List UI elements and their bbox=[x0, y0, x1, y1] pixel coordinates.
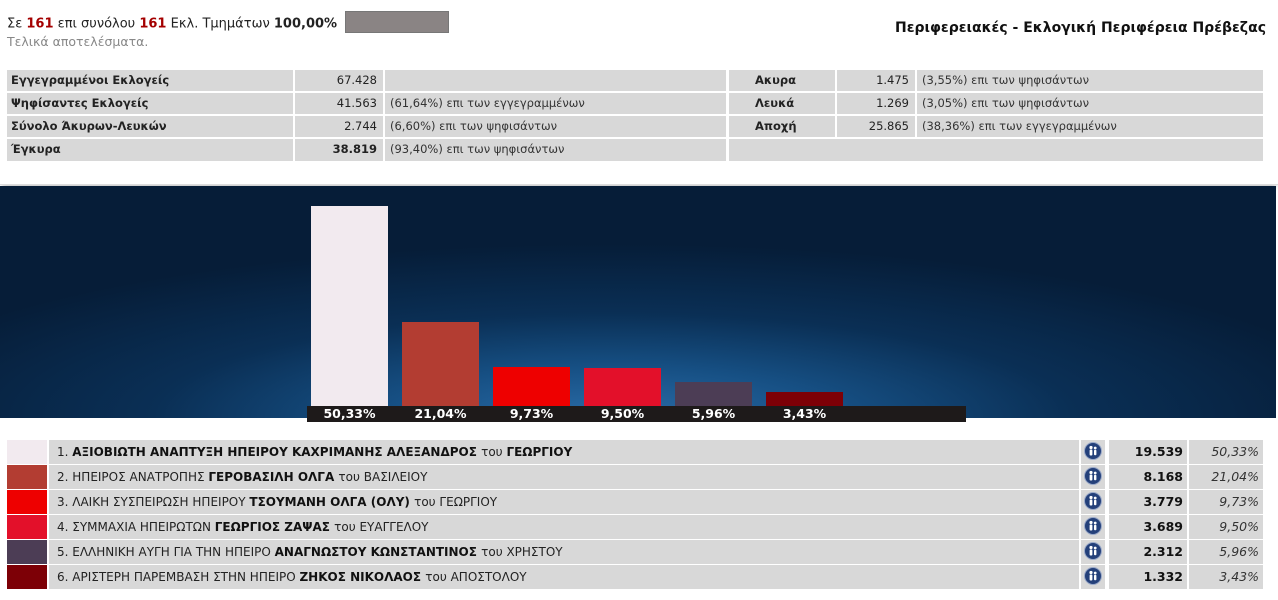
vote-percent: 21,04% bbox=[1189, 465, 1263, 489]
abstention-label: Αποχή bbox=[729, 116, 835, 137]
result-row: 6. ΑΡΙΣΤΕΡΗ ΠΑΡΕΜΒΑΣΗ ΣΤΗΝ ΗΠΕΙΡΟ ΖΗΚΟΣ … bbox=[7, 565, 1263, 589]
bar-label-6: 3,43% bbox=[782, 406, 827, 421]
invalid-label: Ακυρα bbox=[729, 70, 835, 91]
vote-percent: 5,96% bbox=[1189, 540, 1263, 564]
abstention-note: (38,36%) επι των εγγεγραμμένων bbox=[917, 116, 1263, 137]
candidate-info-cell[interactable] bbox=[1081, 515, 1105, 539]
bar-label-5: 5,96% bbox=[691, 406, 736, 421]
color-swatch bbox=[7, 515, 47, 539]
candidate-name: 4. ΣΥΜΜΑΧΙΑ ΗΠΕΙΡΩΤΩΝ ΓΕΩΡΓΙΟΣ ΖΑΨΑΣ του… bbox=[49, 515, 1079, 539]
bar-6 bbox=[766, 392, 843, 406]
vote-count: 3.689 bbox=[1109, 515, 1187, 539]
bar-label-1: 50,33% bbox=[323, 406, 376, 421]
candidate-info-cell[interactable] bbox=[1081, 465, 1105, 489]
candidate-name: 1. ΑΞΙΟΒΙΩΤΗ ΑΝΑΠΤΥΞΗ ΗΠΕΙΡΟΥ ΚΑΧΡΙΜΑΝΗΣ… bbox=[49, 440, 1079, 464]
invalid-note: (3,55%) επι των ψηφισάντων bbox=[917, 70, 1263, 91]
abstention-value: 25.865 bbox=[837, 116, 915, 137]
color-swatch bbox=[7, 490, 47, 514]
results-chart bbox=[0, 186, 1276, 418]
candidate-info-cell[interactable] bbox=[1081, 440, 1105, 464]
page-title: Περιφερειακές - Εκλογική Περιφέρεια Πρέβ… bbox=[894, 20, 1266, 36]
person-icon[interactable] bbox=[1084, 467, 1102, 485]
header: Σε 161 επι συνόλου 161 Εκλ. Τμημάτων 100… bbox=[0, 0, 1278, 60]
person-icon[interactable] bbox=[1084, 542, 1102, 560]
color-swatch bbox=[7, 440, 47, 464]
percent-strip bbox=[307, 406, 966, 422]
color-swatch bbox=[7, 565, 47, 589]
vote-percent: 50,33% bbox=[1189, 440, 1263, 464]
registered-note bbox=[385, 70, 726, 91]
blank-value: 1.269 bbox=[837, 93, 915, 114]
person-icon[interactable] bbox=[1084, 567, 1102, 585]
invalid-blank-value: 2.744 bbox=[295, 116, 383, 137]
voted-label: Ψηφίσαντες Εκλογείς bbox=[7, 93, 293, 114]
candidate-name: 5. ΕΛΛΗΝΙΚΗ ΑΥΓΗ ΓΙΑ ΤΗΝ ΗΠΕΙΡΟ ΑΝΑΓΝΩΣΤ… bbox=[49, 540, 1079, 564]
bar-label-4: 9,50% bbox=[600, 406, 645, 421]
bar-5 bbox=[675, 382, 752, 406]
result-row: 3. ΛΑΙΚΗ ΣΥΣΠΕΙΡΩΣΗ ΗΠΕΙΡΟΥ ΤΣΟΥΜΑΝΗ ΟΛΓ… bbox=[7, 490, 1263, 514]
blank-note: (3,05%) επι των ψηφισάντων bbox=[917, 93, 1263, 114]
vote-count: 1.332 bbox=[1109, 565, 1187, 589]
progress-unit: Εκλ. Τμημάτων bbox=[170, 16, 270, 32]
vote-percent: 9,50% bbox=[1189, 515, 1263, 539]
status-text: Τελικά αποτελέσματα. bbox=[7, 34, 149, 49]
color-swatch bbox=[7, 540, 47, 564]
valid-value: 38.819 bbox=[295, 139, 383, 161]
total-stations: 161 bbox=[139, 16, 167, 32]
bar-3 bbox=[493, 367, 570, 406]
invalid-value: 1.475 bbox=[837, 70, 915, 91]
vote-count: 2.312 bbox=[1109, 540, 1187, 564]
bar-label-2: 21,04% bbox=[414, 406, 467, 421]
candidate-info-cell[interactable] bbox=[1081, 490, 1105, 514]
result-row: 4. ΣΥΜΜΑΧΙΑ ΗΠΕΙΡΩΤΩΝ ΓΕΩΡΓΙΟΣ ΖΑΨΑΣ του… bbox=[7, 515, 1263, 539]
blank-label: Λευκά bbox=[729, 93, 835, 114]
bar-4 bbox=[584, 368, 661, 406]
count-progress: Σε 161 επι συνόλου 161 Εκλ. Τμημάτων 100… bbox=[7, 11, 450, 35]
registered-value: 67.428 bbox=[295, 70, 383, 91]
vote-percent: 9,73% bbox=[1189, 490, 1263, 514]
counted-stations: 161 bbox=[26, 16, 54, 32]
valid-note: (93,40%) επι των ψηφισάντων bbox=[385, 139, 726, 161]
result-row: 2. ΗΠΕΙΡΟΣ ΑΝΑΤΡΟΠΗΣ ΓΕΡΟΒΑΣΙΛΗ ΟΛΓΑ του… bbox=[7, 465, 1263, 489]
vote-count: 8.168 bbox=[1109, 465, 1187, 489]
bar-label-3: 9,73% bbox=[509, 406, 554, 421]
progress-prefix: Σε bbox=[7, 16, 23, 32]
candidate-name: 2. ΗΠΕΙΡΟΣ ΑΝΑΤΡΟΠΗΣ ΓΕΡΟΒΑΣΙΛΗ ΟΛΓΑ του… bbox=[49, 465, 1079, 489]
vote-count: 3.779 bbox=[1109, 490, 1187, 514]
bar-1 bbox=[311, 206, 388, 406]
candidate-name: 3. ΛΑΙΚΗ ΣΥΣΠΕΙΡΩΣΗ ΗΠΕΙΡΟΥ ΤΣΟΥΜΑΝΗ ΟΛΓ… bbox=[49, 490, 1079, 514]
person-icon[interactable] bbox=[1084, 492, 1102, 510]
color-swatch bbox=[7, 465, 47, 489]
progress-mid: επι συνόλου bbox=[57, 16, 136, 32]
candidate-name: 6. ΑΡΙΣΤΕΡΗ ΠΑΡΕΜΒΑΣΗ ΣΤΗΝ ΗΠΕΙΡΟ ΖΗΚΟΣ … bbox=[49, 565, 1079, 589]
vote-count: 19.539 bbox=[1109, 440, 1187, 464]
empty-cell bbox=[729, 139, 1263, 161]
result-row: 1. ΑΞΙΟΒΙΩΤΗ ΑΝΑΠΤΥΞΗ ΗΠΕΙΡΟΥ ΚΑΧΡΙΜΑΝΗΣ… bbox=[7, 440, 1263, 464]
stats-table: Εγγεγραμμένοι Εκλογείς 67.428 Ψηφίσαντες… bbox=[0, 64, 1278, 185]
voted-note: (61,64%) επι των εγγεγραμμένων bbox=[385, 93, 726, 114]
result-row: 5. ΕΛΛΗΝΙΚΗ ΑΥΓΗ ΓΙΑ ΤΗΝ ΗΠΕΙΡΟ ΑΝΑΓΝΩΣΤ… bbox=[7, 540, 1263, 564]
vote-percent: 3,43% bbox=[1189, 565, 1263, 589]
invalid-blank-label: Σύνολο Άκυρων-Λευκών bbox=[7, 116, 293, 137]
person-icon[interactable] bbox=[1084, 442, 1102, 460]
invalid-blank-note: (6,60%) επι των ψηφισάντων bbox=[385, 116, 726, 137]
person-icon[interactable] bbox=[1084, 517, 1102, 535]
candidate-info-cell[interactable] bbox=[1081, 565, 1105, 589]
valid-label: Έγκυρα bbox=[7, 139, 293, 161]
count-percent: 100,00% bbox=[273, 16, 338, 32]
voted-value: 41.563 bbox=[295, 93, 383, 114]
progress-box bbox=[345, 11, 450, 33]
candidate-info-cell[interactable] bbox=[1081, 540, 1105, 564]
bar-2 bbox=[402, 322, 479, 406]
registered-label: Εγγεγραμμένοι Εκλογείς bbox=[7, 70, 293, 91]
